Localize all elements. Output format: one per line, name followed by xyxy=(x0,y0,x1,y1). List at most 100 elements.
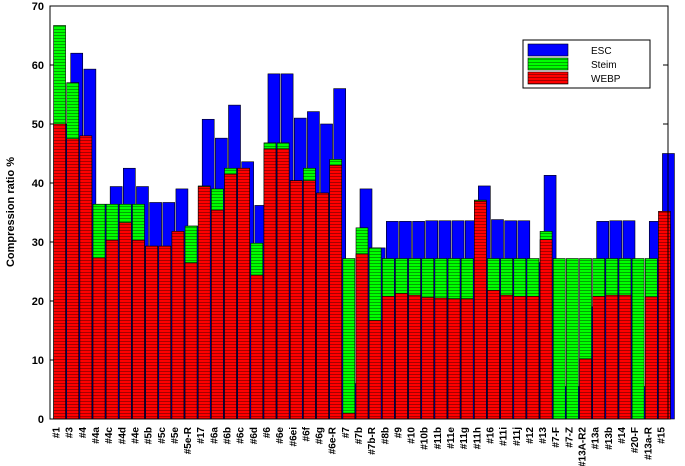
bar xyxy=(421,297,435,420)
x-tick-label: #7-Z xyxy=(564,427,575,448)
y-tick-label: 40 xyxy=(32,178,44,190)
x-tick-label: #4c xyxy=(104,427,115,444)
bar xyxy=(447,298,461,420)
x-tick-label: #11j xyxy=(512,427,523,446)
y-tick-label: 60 xyxy=(32,60,44,72)
legend-label: ESC xyxy=(591,46,612,57)
bar xyxy=(644,296,658,420)
bar xyxy=(552,258,566,420)
y-tick-label: 70 xyxy=(32,1,44,13)
bar xyxy=(460,298,474,420)
x-tick-label: #13A-R2 xyxy=(578,427,589,466)
x-tick-label: #14 xyxy=(617,427,628,444)
x-tick-label: #7b-R xyxy=(367,426,378,455)
bar xyxy=(263,148,277,420)
bar xyxy=(395,293,408,420)
x-tick-label: #5b xyxy=(144,427,155,444)
bar xyxy=(119,222,132,420)
bar xyxy=(342,258,356,420)
x-tick-label: #6a xyxy=(209,427,220,444)
x-tick-label: #12 xyxy=(525,427,536,444)
x-tick-label: #6b xyxy=(223,427,234,444)
bar xyxy=(631,258,645,420)
bar xyxy=(145,245,158,420)
bar xyxy=(474,200,487,420)
x-tick-label: #6f xyxy=(301,426,312,441)
x-tick-label: #8b xyxy=(380,427,391,444)
x-tick-label: #9 xyxy=(393,427,404,439)
x-tick-label: #5c xyxy=(157,427,168,444)
x-tick-label: #11g xyxy=(459,427,470,449)
x-tick-label: #11i xyxy=(499,427,510,446)
bar xyxy=(250,274,264,420)
bar xyxy=(342,412,356,420)
bar xyxy=(66,138,80,420)
x-tick-label: #13a-R xyxy=(643,426,654,460)
bar xyxy=(487,290,500,420)
x-tick-label: #1 xyxy=(52,427,63,439)
x-tick-label: #6e xyxy=(275,427,286,444)
x-tick-label: #6 xyxy=(262,427,273,439)
x-tick-label: #7b xyxy=(354,427,365,444)
bar xyxy=(605,294,619,420)
bar xyxy=(211,209,224,420)
y-tick-label: 0 xyxy=(38,414,44,426)
bar xyxy=(408,294,421,420)
y-axis-label: Compression ratio % xyxy=(5,157,17,267)
x-tick-label: #16 xyxy=(485,427,496,444)
x-tick-label: #17 xyxy=(196,427,207,444)
x-tick-label: #11h xyxy=(472,427,483,449)
x-tick-label: #6c xyxy=(236,427,247,444)
x-tick-label: #11b xyxy=(433,427,444,449)
x-tick-label: #5e xyxy=(170,427,181,444)
x-tick-label: #7 xyxy=(341,427,352,439)
y-tick-label: 30 xyxy=(32,237,44,249)
x-tick-label: #13 xyxy=(538,427,549,444)
bar xyxy=(79,135,93,420)
bar xyxy=(618,294,632,420)
x-tick-label: #6d xyxy=(249,427,260,444)
bar xyxy=(355,253,369,420)
x-tick-label: #4a xyxy=(91,427,102,444)
x-tick-label: #6ei xyxy=(288,427,299,447)
bar xyxy=(184,262,198,420)
x-tick-label: #10 xyxy=(407,427,418,444)
x-tick-label: #15 xyxy=(656,427,667,444)
legend-swatch xyxy=(527,43,569,57)
bar xyxy=(289,180,303,420)
bar xyxy=(105,239,119,420)
bar xyxy=(500,294,513,420)
x-tick-label: #4e xyxy=(130,427,141,444)
x-tick-label: #7-F xyxy=(551,427,562,448)
legend-label: Steim xyxy=(591,60,617,71)
bar xyxy=(197,186,211,420)
x-tick-label: #6g xyxy=(315,427,326,444)
bar xyxy=(53,123,66,420)
x-tick-label: #3 xyxy=(65,427,76,439)
legend-label: WEBP xyxy=(591,74,621,85)
bar xyxy=(224,173,237,420)
x-tick-label: #13b xyxy=(604,427,615,450)
bar xyxy=(526,295,540,420)
bar xyxy=(592,295,605,420)
bar xyxy=(658,211,671,420)
y-tick-label: 10 xyxy=(32,355,44,367)
x-tick-label: #4 xyxy=(78,427,89,439)
bar xyxy=(329,165,343,420)
x-tick-label: #6e-R xyxy=(328,426,339,454)
bar xyxy=(303,180,316,420)
bar xyxy=(158,245,172,420)
bar xyxy=(368,320,382,420)
y-tick-label: 20 xyxy=(32,296,44,308)
bar xyxy=(381,295,395,420)
x-tick-label: #10b xyxy=(420,427,431,450)
bar xyxy=(132,239,145,420)
bar xyxy=(92,257,106,420)
legend-swatch xyxy=(527,71,569,85)
x-tick-label: #11e xyxy=(446,427,457,449)
bar xyxy=(276,148,290,420)
bar xyxy=(513,295,527,420)
legend-swatch xyxy=(527,57,569,71)
bar xyxy=(579,358,592,420)
